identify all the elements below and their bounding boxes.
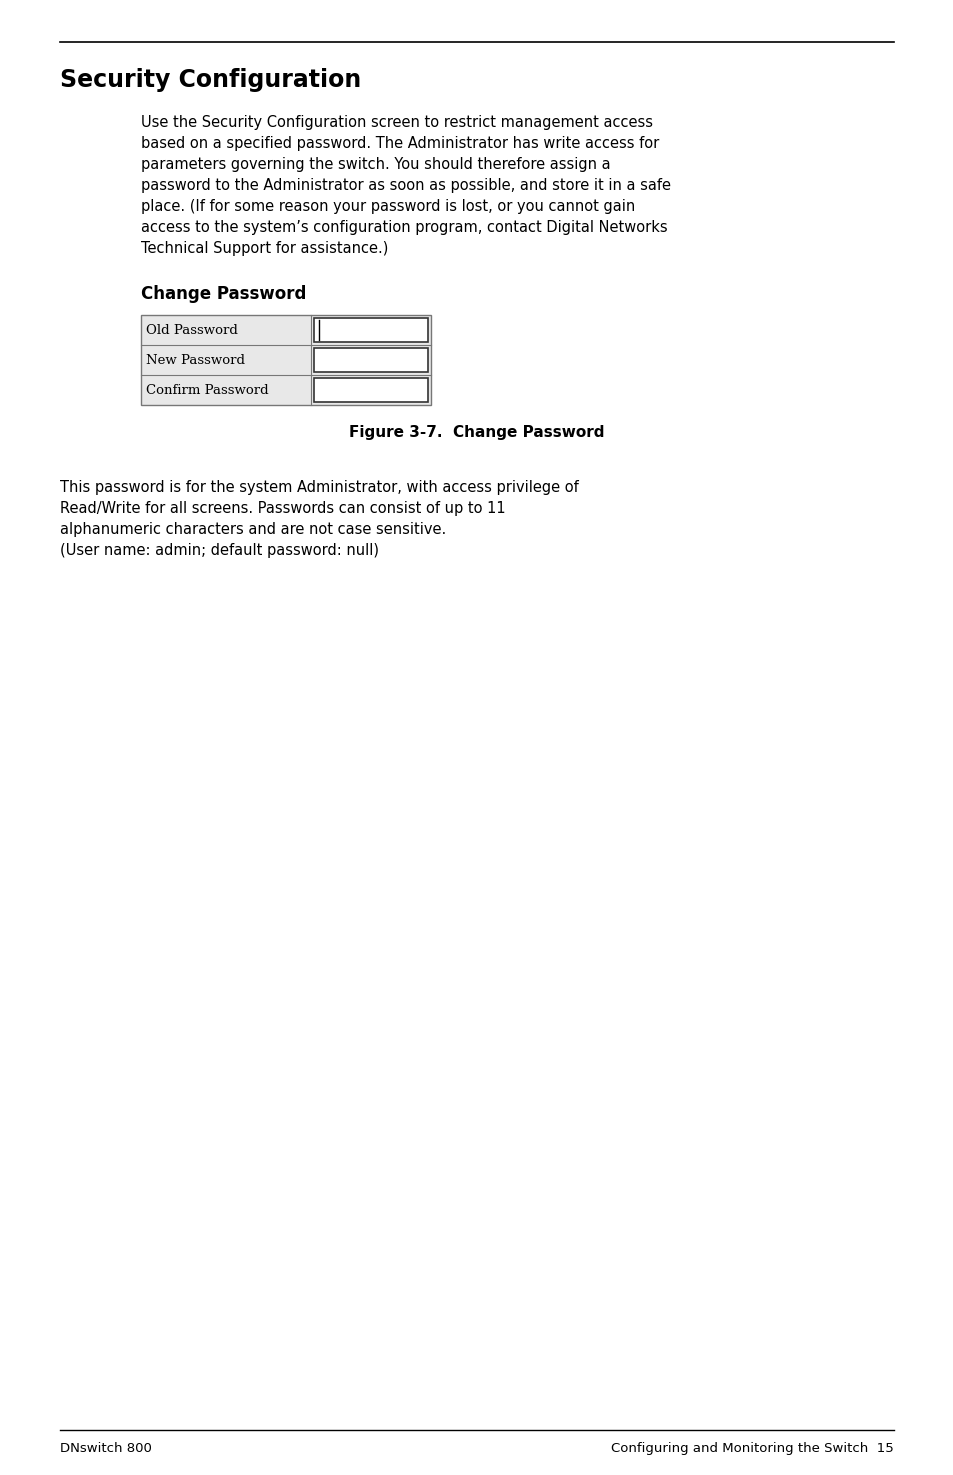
Text: New Password: New Password bbox=[146, 354, 245, 366]
Text: Change Password: Change Password bbox=[141, 285, 306, 302]
Text: Figure 3-7.  Change Password: Figure 3-7. Change Password bbox=[349, 425, 604, 440]
Text: DNswitch 800: DNswitch 800 bbox=[60, 1443, 152, 1454]
Text: Configuring and Monitoring the Switch  15: Configuring and Monitoring the Switch 15 bbox=[611, 1443, 893, 1454]
Text: Security Configuration: Security Configuration bbox=[60, 68, 361, 91]
Text: Use the Security Configuration screen to restrict management access
based on a s: Use the Security Configuration screen to… bbox=[141, 115, 670, 257]
Text: This password is for the system Administrator, with access privilege of
Read/Wri: This password is for the system Administ… bbox=[60, 479, 578, 558]
Bar bbox=[314, 378, 428, 403]
Text: Old Password: Old Password bbox=[146, 323, 237, 336]
Bar bbox=[314, 319, 428, 342]
Bar bbox=[141, 316, 431, 406]
Text: Confirm Password: Confirm Password bbox=[146, 384, 269, 397]
Bar bbox=[314, 348, 428, 372]
